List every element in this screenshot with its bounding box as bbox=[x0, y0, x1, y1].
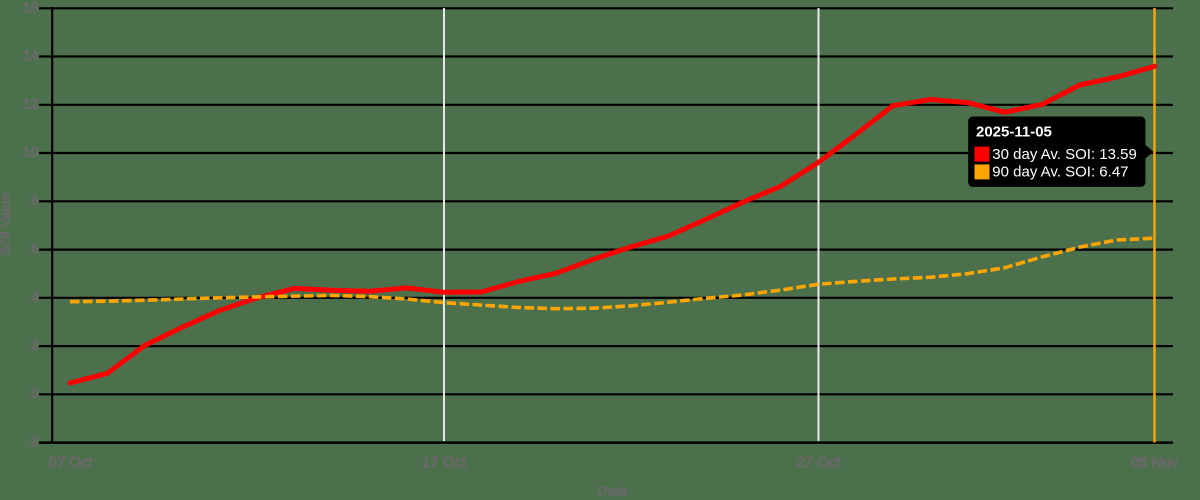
svg-text:Date: Date bbox=[598, 483, 628, 499]
svg-text:27 Oct: 27 Oct bbox=[796, 454, 841, 471]
svg-text:90 day Av. SOI: 6.47: 90 day Av. SOI: 6.47 bbox=[992, 164, 1128, 181]
svg-text:10: 10 bbox=[23, 144, 39, 160]
svg-text:2: 2 bbox=[31, 337, 39, 353]
svg-text:17 Oct: 17 Oct bbox=[422, 454, 467, 471]
svg-text:07 Oct: 07 Oct bbox=[49, 454, 94, 471]
svg-text:30 day Av. SOI: 13.59: 30 day Av. SOI: 13.59 bbox=[992, 146, 1137, 163]
svg-text:05 Nov: 05 Nov bbox=[1131, 454, 1179, 471]
svg-text:4: 4 bbox=[31, 288, 39, 304]
svg-text:8: 8 bbox=[31, 192, 39, 208]
svg-text:-2: -2 bbox=[26, 433, 39, 449]
svg-text:16: 16 bbox=[23, 0, 39, 15]
svg-text:14: 14 bbox=[23, 47, 39, 63]
svg-text:12: 12 bbox=[23, 95, 39, 111]
svg-text:SOI Value: SOI Value bbox=[0, 192, 13, 255]
svg-text:0: 0 bbox=[31, 385, 39, 401]
svg-text:6: 6 bbox=[31, 240, 39, 256]
svg-text:2025-11-05: 2025-11-05 bbox=[976, 124, 1052, 141]
